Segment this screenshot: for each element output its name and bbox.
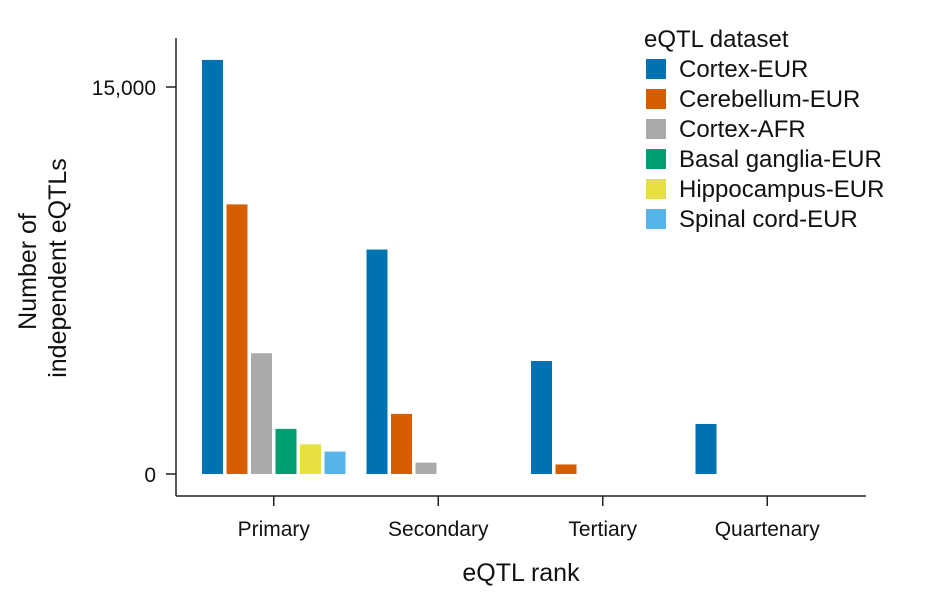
legend-label-cortex-eur: Cortex-EUR [679, 56, 808, 83]
x-tick-label-primary: Primary [238, 518, 311, 541]
legend-label-cerebellum-eur: Cerebellum-EUR [679, 86, 860, 113]
bar-secondary-cortex-eur [366, 249, 388, 474]
x-tick-label-tertiary: Tertiary [568, 518, 637, 541]
y-axis-title-line-1: Number of [14, 213, 42, 330]
legend-title: eQTL dataset [644, 26, 789, 53]
bar-primary-basal-ganglia-eur [275, 428, 297, 474]
legend-swatch-cerebellum-eur [646, 89, 666, 109]
legend-swatch-cortex-afr [646, 119, 666, 139]
y-axis-title-line-2: independent eQTLs [44, 158, 72, 378]
bar-primary-hippocampus-eur [300, 444, 321, 474]
legend-label-basal-ganglia-eur: Basal ganglia-EUR [679, 146, 882, 173]
y-tick-label: 0 [144, 464, 156, 487]
y-ticks-layer: 0 15,000 [92, 77, 176, 487]
legend-label-cortex-afr: Cortex-AFR [679, 116, 806, 143]
bar-tertiary-cortex-eur [531, 360, 552, 474]
x-ticks-layer: Primary Secondary Tertiary Quartenary [238, 496, 821, 541]
y-axis-title: Number of independent eQTLs [14, 158, 72, 378]
bars-layer [202, 59, 717, 474]
bar-tertiary-cerebellum-eur [555, 464, 577, 474]
bar-primary-spinal-cord-eur [324, 451, 346, 474]
bar-quartenary-cortex-eur [695, 423, 717, 474]
bar-secondary-cortex-afr [415, 462, 437, 474]
legend-label-hippocampus-eur: Hippocampus-EUR [679, 176, 884, 203]
bar-primary-cortex-afr [251, 353, 272, 474]
legend-swatch-spinal-cord-eur [646, 209, 666, 229]
x-tick-label-secondary: Secondary [388, 518, 489, 541]
y-tick-label: 15,000 [92, 77, 156, 100]
x-tick-label-quartenary: Quartenary [715, 518, 821, 541]
legend: eQTL dataset Cortex-EURCerebellum-EURCor… [644, 26, 884, 233]
bar-primary-cerebellum-eur [226, 204, 248, 474]
x-axis-title: eQTL rank [462, 559, 580, 587]
bar-primary-cortex-eur [202, 59, 223, 474]
legend-items: Cortex-EUR Cerebellum-EUR Cortex-AFR Basal … [646, 56, 884, 233]
legend-swatch-cortex-eur [646, 59, 666, 79]
legend-label-spinal-cord-eur: Spinal cord-EUR [679, 206, 858, 233]
bar-secondary-cerebellum-eur [391, 413, 412, 474]
legend-swatch-basal-ganglia-eur [646, 149, 666, 169]
legend-swatch-hippocampus-eur [646, 179, 666, 199]
